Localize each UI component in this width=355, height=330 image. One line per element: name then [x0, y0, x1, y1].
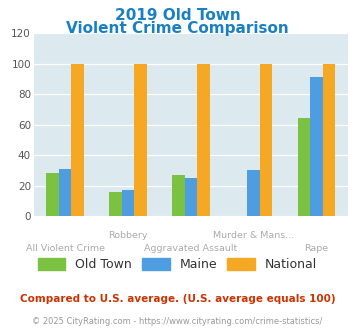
- Text: All Violent Crime: All Violent Crime: [26, 244, 105, 253]
- Text: Aggravated Assault: Aggravated Assault: [144, 244, 237, 253]
- Text: Violent Crime Comparison: Violent Crime Comparison: [66, 21, 289, 36]
- Bar: [122, 190, 134, 216]
- Bar: [185, 178, 197, 216]
- Bar: [260, 63, 273, 216]
- Bar: [109, 192, 122, 216]
- Bar: [197, 63, 210, 216]
- Bar: [297, 118, 310, 216]
- Bar: [310, 77, 323, 216]
- Text: Murder & Mans...: Murder & Mans...: [213, 231, 294, 240]
- Bar: [323, 63, 335, 216]
- Text: 2019 Old Town: 2019 Old Town: [115, 8, 240, 23]
- Bar: [46, 174, 59, 216]
- Bar: [59, 169, 71, 216]
- Text: © 2025 CityRating.com - https://www.cityrating.com/crime-statistics/: © 2025 CityRating.com - https://www.city…: [32, 317, 323, 326]
- Bar: [134, 63, 147, 216]
- Bar: [247, 170, 260, 216]
- Text: Compared to U.S. average. (U.S. average equals 100): Compared to U.S. average. (U.S. average …: [20, 294, 335, 304]
- Bar: [172, 175, 185, 216]
- Bar: [71, 63, 84, 216]
- Text: Robbery: Robbery: [108, 231, 148, 240]
- Legend: Old Town, Maine, National: Old Town, Maine, National: [33, 253, 322, 276]
- Text: Rape: Rape: [305, 244, 328, 253]
